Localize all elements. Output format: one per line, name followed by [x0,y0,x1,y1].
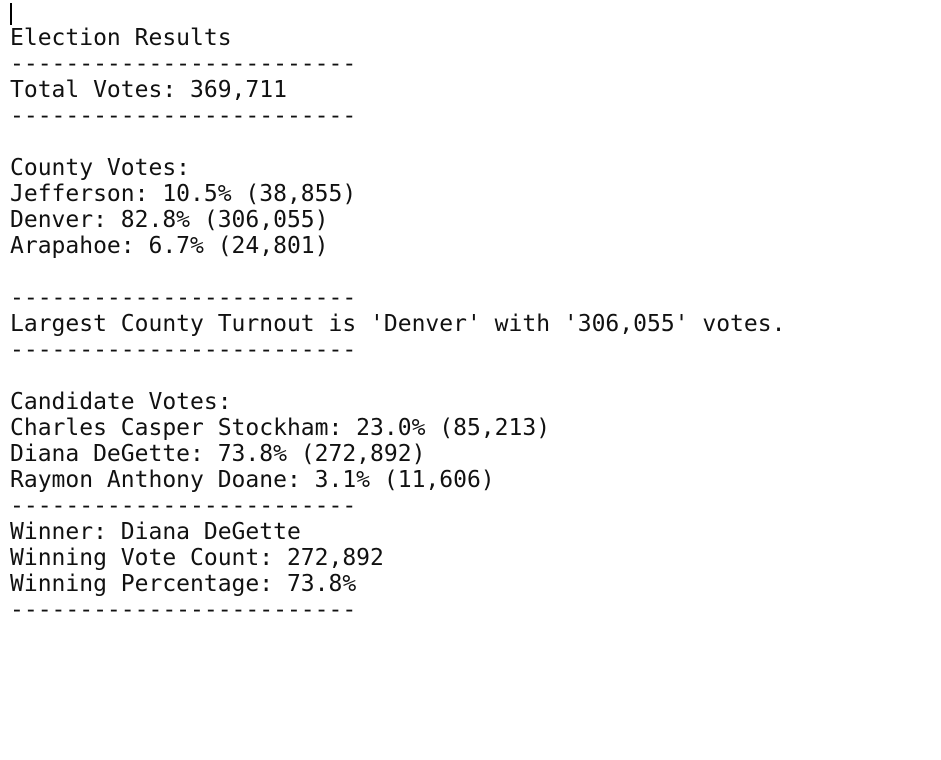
blank-line [10,129,785,155]
separator: ------------------------- [10,51,357,77]
candidate-line: Charles Casper Stockham: 23.0% (85,213) [10,415,551,441]
separator: ------------------------- [10,493,357,519]
candidate-header: Candidate Votes: [10,389,232,415]
county-line: Arapahoe: 6.7% (24,801) [10,233,329,259]
total-votes: Total Votes: 369,711 [10,77,287,103]
winning-vote-count: Winning Vote Count: 272,892 [10,545,384,571]
winner: Winner: Diana DeGette [10,519,301,545]
text-caret [10,3,12,25]
candidate-line: Raymon Anthony Doane: 3.1% (11,606) [10,467,495,493]
title: Election Results [10,25,232,51]
separator: ------------------------- [10,597,357,623]
largest-county: Largest County Turnout is 'Denver' with … [10,311,786,337]
county-line: Denver: 82.8% (306,055) [10,207,329,233]
winning-percentage: Winning Percentage: 73.8% [10,571,357,597]
separator: ------------------------- [10,337,357,363]
blank-line [10,363,785,389]
separator: ------------------------- [10,285,357,311]
blank-line [10,259,785,285]
county-line: Jefferson: 10.5% (38,855) [10,181,357,207]
separator: ------------------------- [10,103,357,129]
document: Election Results -----------------------… [10,25,785,623]
candidate-line: Diana DeGette: 73.8% (272,892) [10,441,426,467]
county-header: County Votes: [10,155,191,181]
